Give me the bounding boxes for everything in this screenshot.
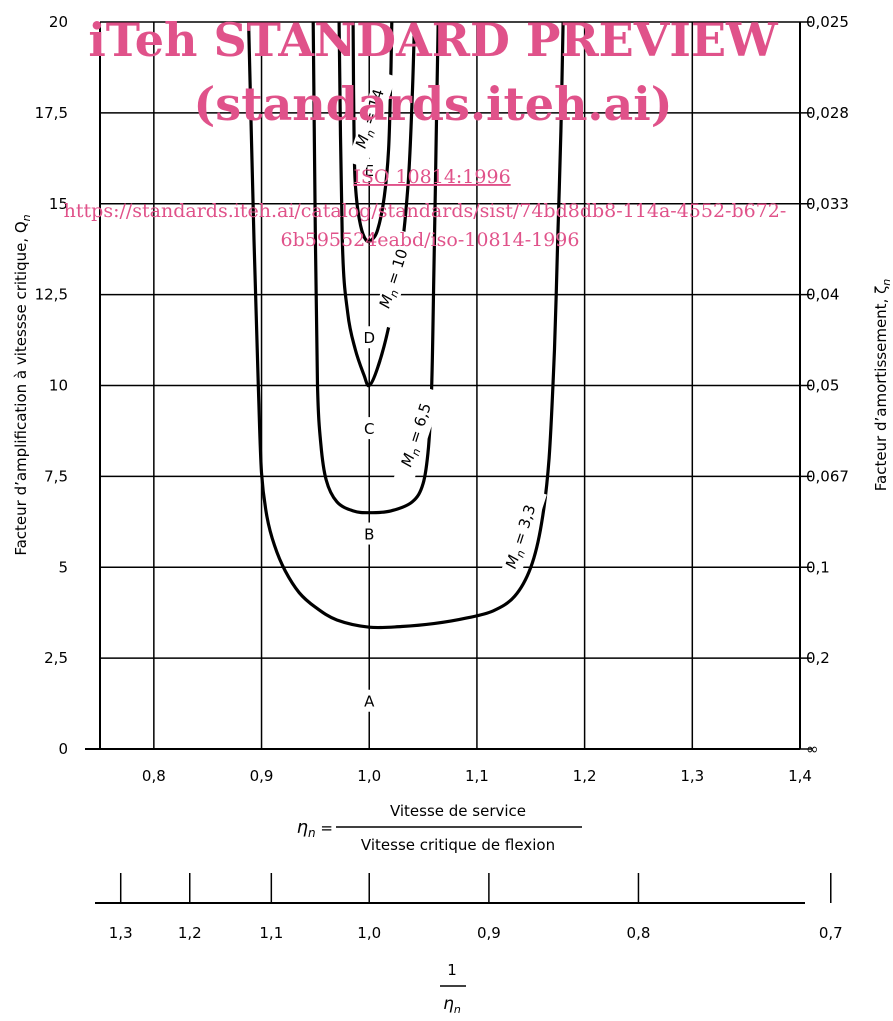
region-label: D <box>363 329 375 347</box>
x-axis-title-denominator: Vitesse critique de flexion <box>361 836 555 854</box>
series-line <box>337 21 417 388</box>
series-line <box>247 21 565 630</box>
y-tick-label: 7,5 <box>44 467 68 485</box>
y2-tick-label: 0,025 <box>806 13 849 31</box>
plot-frame <box>85 22 801 750</box>
watermark: iTeh STANDARD PREVIEW (standards.iteh.ai)… <box>64 13 787 251</box>
curve-series <box>247 21 565 630</box>
reciprocal-axis-title-denominator: ηn <box>443 994 461 1016</box>
y2-axis-title: Facteur d’amortissement, ζn <box>872 279 893 492</box>
y2-tick-label: 0,1 <box>806 558 830 576</box>
curve-label: Mn = 10 <box>376 247 415 312</box>
watermark-subtitle: (standards.iteh.ai) <box>194 77 673 131</box>
y-axis-title: Facteur d’amplification à vitessse criti… <box>12 214 33 555</box>
x-axis-title-numerator: Vitesse de service <box>390 802 526 820</box>
region-label-bg <box>360 417 379 440</box>
x-tick-label: 1,1 <box>465 767 489 785</box>
x-tick-label: 0,9 <box>250 767 274 785</box>
y-tick-label: 5 <box>58 558 68 576</box>
curve-label-bg <box>393 386 443 485</box>
curve-label: Mn = 6,5 <box>397 401 437 470</box>
y-axis-titles: Facteur d’amplification à vitessse criti… <box>12 214 893 555</box>
reciprocal-axis: 1,3 1,2 1,1 1,0 0,9 0,8 0,7 1 ηn <box>95 873 843 1016</box>
x-tick-label: 0,8 <box>142 767 166 785</box>
x-tick-label: 1,2 <box>573 767 597 785</box>
region-labels: A B C D E <box>360 159 379 712</box>
reciprocal-tick-label: 1,1 <box>259 924 283 942</box>
y2-tick-label: 0,067 <box>806 467 849 485</box>
watermark-url-line2: 6b595524eabd/iso-10814-1996 <box>281 229 580 251</box>
y2-tick-label: 0,028 <box>806 104 849 122</box>
y-tick-label: 2,5 <box>44 649 68 667</box>
curve-label: Mn = 3,3 <box>502 503 542 572</box>
region-label: B <box>364 526 374 544</box>
y-tick-label: 20 <box>49 13 68 31</box>
y2-tick-label: 0,033 <box>806 195 849 213</box>
series-line <box>311 21 440 515</box>
region-label-bg <box>360 522 379 545</box>
reciprocal-tick-label: 1,3 <box>109 924 133 942</box>
y-tick-label: 17,5 <box>35 104 68 122</box>
reciprocal-tick-label: 1,2 <box>178 924 202 942</box>
region-label: A <box>364 693 375 711</box>
y2-tick-labels: 0,025 0,028 0,033 0,04 0,05 0,067 0,1 0,2 ∞ <box>806 13 849 758</box>
x-axis-title-symbol: ηn = <box>297 817 333 840</box>
reciprocal-tick-label: 0,9 <box>477 924 501 942</box>
x-tick-labels: 0,8 0,9 1,0 1,1 1,2 1,3 1,4 <box>142 767 812 785</box>
series-line <box>351 21 394 244</box>
y-tick-label: 0 <box>58 740 68 758</box>
y-tick-label: 10 <box>49 377 68 395</box>
reciprocal-tick-label: 1,0 <box>357 924 381 942</box>
y2-tick-label: ∞ <box>806 740 819 758</box>
y-tick-label: 15 <box>49 195 68 213</box>
y2-tick-label: 0,05 <box>806 377 839 395</box>
reciprocal-axis-title-numerator: 1 <box>447 961 457 979</box>
curve-label-bg <box>371 230 420 328</box>
y-tick-label: 12,5 <box>35 286 68 304</box>
watermark-title: iTeh STANDARD PREVIEW <box>88 13 779 67</box>
x-axis-title: ηn = Vitesse de service Vitesse critique d… <box>297 802 582 854</box>
y2-tick-label: 0,2 <box>806 649 830 667</box>
region-label: C <box>364 420 374 438</box>
x-tick-label: 1,4 <box>788 767 812 785</box>
region-label-bg <box>360 326 379 349</box>
region-label: E <box>364 162 373 180</box>
curve-label-bg <box>498 488 547 586</box>
curve-label-bg <box>347 70 397 168</box>
x-tick-label: 1,0 <box>357 767 381 785</box>
x-tick-label: 1,3 <box>680 767 704 785</box>
y2-tick-label: 0,04 <box>806 286 839 304</box>
y-tick-labels: 0 2,5 5 7,5 10 12,5 15 17,5 20 <box>35 13 68 758</box>
chart-grid <box>100 21 812 750</box>
reciprocal-tick-label: 0,7 <box>819 924 843 942</box>
region-label-bg <box>360 689 379 712</box>
watermark-doc-ref: ISO 10814:1996 <box>353 166 510 188</box>
watermark-url-line1: https://standards.iteh.ai/catalog/standa… <box>64 200 787 222</box>
reciprocal-tick-label: 0,8 <box>627 924 651 942</box>
